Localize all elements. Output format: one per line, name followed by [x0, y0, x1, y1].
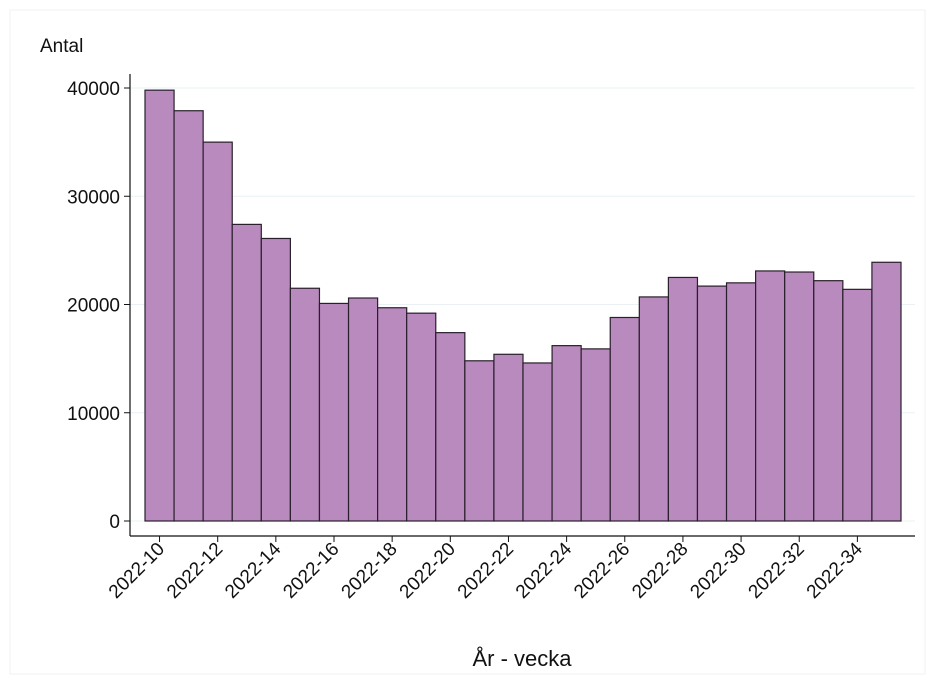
bar — [231, 223, 262, 522]
bar — [551, 345, 582, 522]
bar — [813, 280, 844, 522]
bar — [318, 302, 350, 522]
bar — [755, 270, 786, 522]
bar — [202, 141, 233, 522]
y-tick-label: 0 — [109, 512, 120, 533]
y-tick-label: 10000 — [67, 404, 120, 425]
bar — [377, 307, 408, 522]
bar — [871, 261, 902, 522]
bar — [696, 285, 728, 522]
bar — [493, 353, 524, 522]
bar — [609, 316, 640, 522]
bar — [580, 348, 611, 522]
bar — [638, 296, 669, 522]
bar — [522, 362, 553, 522]
y-axis-title: Antal — [40, 36, 83, 57]
bar — [347, 297, 379, 522]
x-axis-title: År - vecka — [472, 646, 572, 671]
bar — [260, 237, 291, 522]
bar — [784, 271, 815, 522]
bar — [144, 89, 175, 522]
y-tick-label: 30000 — [67, 187, 120, 208]
bar — [667, 276, 699, 522]
bar — [725, 282, 757, 522]
bar — [289, 287, 321, 522]
y-tick-label: 40000 — [67, 79, 120, 100]
bar — [406, 312, 437, 522]
bar — [435, 332, 466, 522]
bar — [173, 110, 204, 522]
bar — [842, 288, 873, 522]
bar — [464, 360, 495, 522]
y-tick-label: 20000 — [67, 296, 120, 317]
